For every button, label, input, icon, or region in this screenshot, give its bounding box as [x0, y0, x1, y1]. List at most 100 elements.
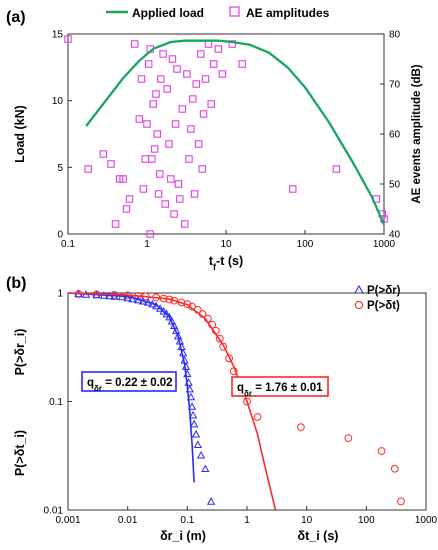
p-dt-point	[253, 413, 262, 421]
ae-amplitude-point	[199, 110, 208, 118]
x-tick-label: 0.1	[61, 239, 75, 250]
ae-amplitude-point	[99, 150, 108, 158]
y-tick-label: 0.01	[44, 506, 64, 517]
ae-amplitude-point	[170, 210, 178, 218]
ae-amplitude-point	[183, 70, 191, 78]
ae-amplitude-point	[332, 165, 341, 173]
ae-amplitude-point	[148, 155, 156, 163]
x-tick-label: 1000	[373, 239, 396, 250]
ae-amplitude-point	[228, 40, 237, 48]
legend-ae-amplitudes-swatch	[229, 6, 240, 17]
p-dt-point	[219, 342, 228, 351]
p-dt-point	[390, 464, 399, 473]
ae-amplitude-point	[187, 125, 195, 133]
legend-p-dt-label: P(>δt)	[367, 300, 400, 312]
ae-amplitude-point	[163, 85, 171, 93]
y-tick-label: 1	[57, 289, 63, 300]
p-dr-point	[186, 392, 196, 401]
ae-amplitude-point	[119, 175, 127, 183]
ae-amplitude-point	[168, 55, 177, 63]
ae-amplitude-point	[146, 230, 155, 238]
x-tick-label: 0.01	[118, 515, 138, 526]
panel-b: (b) P(>δr) P(>δt) 0.001 0.01 0.1 1 10 100 1000…	[6, 275, 438, 543]
p-dr-point	[187, 402, 197, 410]
x-tick-label: 1	[244, 515, 250, 526]
ae-amplitude-point	[149, 100, 158, 108]
p-dt-point	[215, 334, 224, 343]
ae-amplitude-point	[155, 170, 164, 178]
x-tick-label: 100	[297, 239, 314, 250]
y-right-tick-label: 80	[389, 30, 401, 41]
p-dr-point	[196, 450, 206, 459]
y-right-tick-label: 60	[389, 130, 401, 141]
ae-amplitude-point	[201, 75, 210, 83]
ae-amplitude-point	[176, 195, 184, 203]
x-tick-label: 1000	[415, 515, 438, 526]
ae-amplitude-point	[165, 140, 173, 148]
ae-amplitude-point	[173, 65, 181, 73]
panel-b-label: (b)	[6, 275, 26, 292]
panel-a-x-axis-label: tf-t (s)	[209, 254, 243, 272]
p-dt-point	[170, 296, 178, 305]
y-left-tick-label: 0	[57, 230, 63, 241]
ae-amplitude-point	[84, 165, 92, 173]
ae-amplitude-point	[174, 180, 183, 188]
legend-p-dt-swatch	[354, 300, 364, 310]
panel-a-y-axis-label-right: AE events amplitude (dB)	[411, 64, 423, 203]
ae-amplitude-point	[154, 190, 163, 198]
panel-b-x-ticks: 0.001 0.01 0.1 1 10 100 1000	[55, 506, 438, 526]
ae-amplitude-point	[141, 155, 149, 163]
x-tick-label: 100	[358, 515, 375, 526]
panel-a-legend: Applied load AE amplitudes	[106, 6, 330, 20]
ae-amplitude-point	[157, 75, 165, 83]
ae-amplitude-point	[210, 60, 218, 68]
panel-a-y-ticks-right: 40 50 60 70 80	[380, 30, 401, 241]
ae-amplitude-point	[131, 40, 139, 48]
p-dr-point	[188, 410, 198, 419]
legend-ae-amplitudes-label: AE amplitudes	[246, 6, 330, 20]
ae-amplitude-point	[189, 95, 197, 103]
y-right-tick-label: 70	[389, 80, 401, 91]
p-dr-point	[201, 464, 210, 473]
ae-amplitude-point	[150, 145, 159, 153]
y-left-tick-label: 5	[57, 163, 63, 174]
x-tick-label: 10	[301, 515, 313, 526]
y-right-tick-label: 50	[389, 180, 401, 191]
y-tick-label: 0.1	[49, 397, 63, 408]
ae-amplitude-point	[238, 60, 246, 68]
ae-amplitude-point	[178, 105, 187, 113]
panel-b-annotation-red: qδr = 1.76 ± 0.01	[231, 376, 329, 398]
ae-amplitude-point	[161, 200, 169, 208]
applied-load-line	[85, 39, 386, 226]
ae-amplitude-point	[139, 185, 148, 193]
p-dr-point	[181, 362, 191, 370]
p-dr-point	[155, 304, 165, 312]
panel-a: (a) Applied load AE amplitudes 0.1 1 10 100…	[6, 6, 423, 272]
annotation-red-box	[231, 376, 329, 397]
ae-amplitude-point	[135, 115, 144, 123]
ae-amplitude-point	[144, 60, 153, 68]
ae-amplitude-point	[167, 175, 175, 183]
x-tick-label: 10	[220, 239, 232, 250]
panel-a-x-ticks: 0.1 1 10 100 1000	[61, 230, 396, 250]
ae-amplitude-point	[289, 185, 297, 193]
p-dr-point	[165, 312, 174, 321]
x-tick-label: 1	[144, 239, 150, 250]
panel-a-y-ticks-left: 0 5 10 15	[52, 30, 72, 241]
p-dr-point	[191, 429, 201, 438]
p-dt-point	[397, 497, 405, 506]
ae-amplitude-point	[111, 220, 120, 228]
ae-amplitude-point	[143, 120, 151, 128]
legend-p-dr-label: P(>δr)	[367, 285, 401, 297]
ae-amplitude-point	[171, 120, 180, 128]
ae-amplitude-point	[107, 160, 115, 168]
ae-amplitude-point	[152, 90, 160, 98]
ae-amplitude-point	[180, 220, 189, 228]
panel-b-legend: P(>δr) P(>δt)	[354, 284, 401, 312]
p-dt-point	[296, 423, 305, 432]
annotation-blue-text: qδr = 0.22 ± 0.02	[87, 377, 173, 393]
ae-amplitude-point	[190, 190, 199, 198]
p-dr-point	[193, 440, 202, 448]
panel-b-y-axis-label-top: P(>δr_i)	[13, 329, 27, 376]
